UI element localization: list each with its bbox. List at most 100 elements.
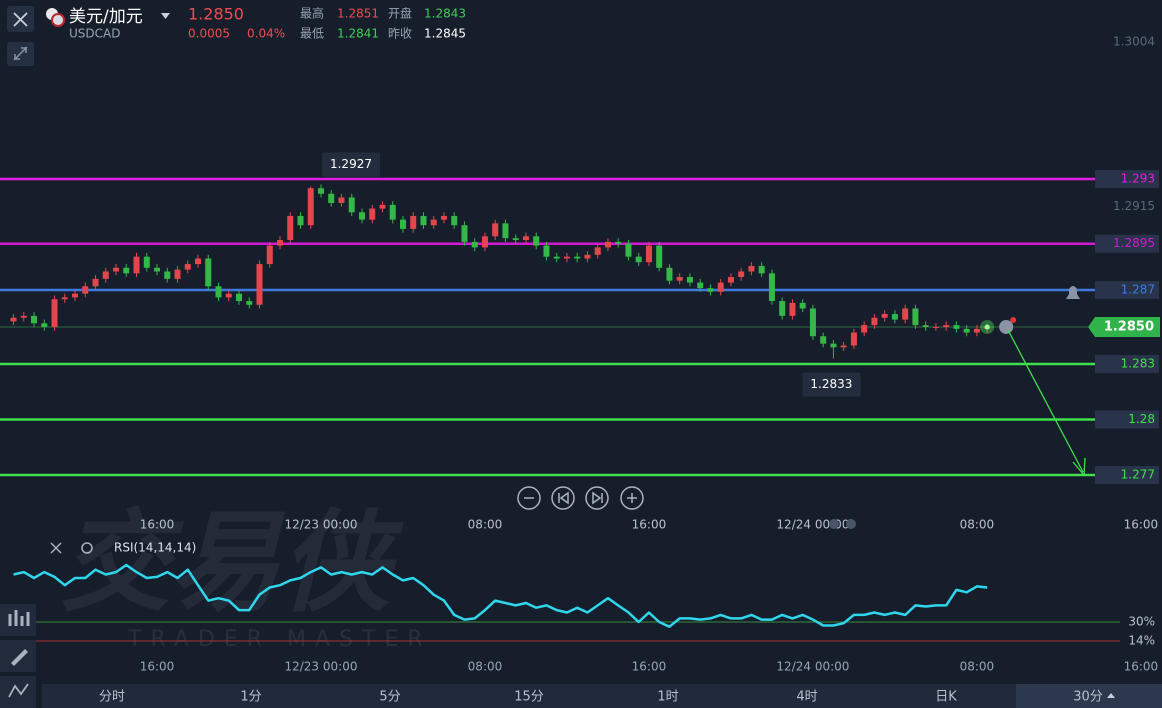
candle-body	[430, 219, 437, 226]
candle-body	[522, 236, 529, 241]
low-annotation-box	[802, 372, 861, 397]
candle-body	[789, 302, 796, 316]
candle-body	[82, 286, 89, 294]
event-marker[interactable]	[829, 519, 839, 529]
level-label-box	[1095, 354, 1159, 373]
tab-dropdown[interactable]	[1107, 693, 1115, 698]
candle-body	[51, 299, 58, 327]
event-marker[interactable]	[846, 519, 856, 529]
tab[interactable]: 分时	[99, 690, 125, 705]
level-label: 1.283	[1121, 356, 1155, 370]
level-label-box	[1095, 169, 1159, 188]
candle-body	[840, 345, 847, 348]
level-label-box	[1095, 234, 1159, 253]
candle-body	[809, 308, 816, 337]
candle-body	[256, 264, 263, 305]
candle-body	[379, 204, 386, 209]
candle-body	[563, 256, 570, 259]
x-tick-label: 08:00	[468, 660, 503, 674]
stat-value: 1.2851	[337, 7, 379, 21]
x-tick-label: 16:00	[1124, 518, 1159, 532]
rsi-close[interactable]	[50, 542, 62, 554]
candle-body	[584, 254, 591, 259]
candle-body	[932, 326, 939, 328]
tab[interactable]: 1时	[657, 690, 678, 705]
x-tick-label: 12/23 00:00	[284, 660, 357, 674]
x-tick-label: 08:00	[960, 518, 995, 532]
tab[interactable]: 1分	[240, 690, 261, 705]
scroll-end[interactable]	[585, 486, 609, 510]
candle-body	[727, 277, 734, 283]
pair-name[interactable]: 美元/加元	[69, 7, 143, 27]
candle-body	[574, 256, 581, 259]
zoom-in[interactable]	[620, 486, 644, 510]
low-annotation: 1.2833	[810, 377, 852, 391]
candle-body	[61, 297, 68, 300]
change: 0.0005	[188, 27, 230, 41]
watermark-subtitle: TRADER MASTER	[127, 627, 432, 652]
icon	[558, 491, 569, 505]
candle-body	[123, 267, 130, 274]
alert-bell[interactable]	[1066, 286, 1080, 299]
zoom-out[interactable]	[517, 486, 541, 510]
tool-button[interactable]	[0, 676, 36, 708]
scroll-start[interactable]	[551, 486, 575, 510]
x-tick-label: 16:00	[632, 660, 667, 674]
projection-arrow	[1007, 329, 1086, 477]
last-price-box	[1088, 316, 1160, 337]
candle-body	[953, 325, 960, 329]
candle-body	[891, 314, 898, 320]
candle-body	[399, 219, 406, 229]
level-label: 1.28	[1128, 412, 1155, 426]
candle-body	[676, 277, 683, 281]
candle-body	[471, 241, 478, 248]
tab[interactable]: 15分	[514, 690, 544, 705]
candle-body	[184, 264, 191, 270]
candle-body	[686, 277, 693, 283]
candle-body	[133, 256, 140, 274]
candle-body	[492, 223, 499, 237]
rsi-settings[interactable]	[81, 542, 93, 554]
candle-body	[604, 241, 611, 248]
level-label-box	[1095, 410, 1159, 429]
candle-body	[943, 325, 950, 327]
candle-body	[440, 215, 447, 220]
candle-body	[266, 245, 273, 265]
tab-bar	[42, 684, 1162, 708]
stat-label: 昨收	[388, 27, 412, 41]
candle-body	[533, 236, 540, 246]
x-tick-label: 16:00	[140, 660, 175, 674]
pair-dropdown[interactable]	[161, 13, 170, 19]
stat-value: 1.2841	[337, 27, 379, 41]
tool-icon	[8, 683, 29, 698]
candle-body	[348, 197, 355, 213]
stat-label: 最低	[300, 27, 324, 41]
candle-body	[276, 240, 283, 246]
tab[interactable]: 日K	[935, 690, 957, 705]
candle-body	[10, 317, 17, 322]
level-label: 1.293	[1121, 171, 1155, 185]
info-icon[interactable]	[999, 319, 1014, 334]
candle-body	[297, 215, 304, 226]
candle-body	[205, 258, 212, 287]
candle-body	[625, 243, 632, 257]
tool-icon	[8, 610, 30, 626]
candle-body	[481, 236, 488, 248]
tool-button[interactable]	[0, 604, 36, 636]
last-price-dot	[984, 324, 990, 330]
level-label: 1.2895	[1113, 236, 1155, 250]
tab[interactable]: 4时	[796, 690, 817, 705]
y-tick-label: 14%	[1128, 633, 1155, 647]
candle-body	[666, 267, 673, 281]
close-icon	[13, 12, 28, 27]
tab[interactable]: 5分	[379, 690, 400, 705]
tab[interactable]: 30分	[1073, 690, 1103, 705]
high-annotation: 1.2927	[330, 157, 372, 171]
icon	[627, 493, 637, 503]
candle-body	[768, 273, 775, 302]
zoom-controls	[517, 486, 644, 510]
candle-body	[72, 293, 79, 298]
info-badge	[1010, 316, 1017, 323]
